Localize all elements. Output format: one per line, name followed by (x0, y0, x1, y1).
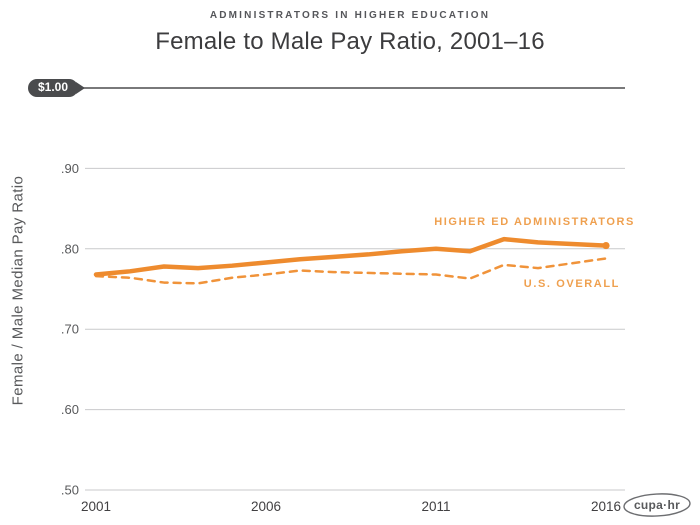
line-end-cap (602, 241, 610, 250)
y-tick-label: .90 (61, 161, 79, 176)
x-tick-label: 2016 (591, 499, 621, 514)
y-tick-label: .60 (61, 402, 79, 417)
series-label-higher-ed-administrators: HIGHER ED ADMINISTRATORS (434, 216, 635, 228)
eyebrow-title: ADMINISTRATORS IN HIGHER EDUCATION (209, 10, 491, 21)
logo-text: cupa·hr (634, 498, 680, 512)
series-label-us-overall: U.S. OVERALL (523, 278, 620, 290)
logo-swoosh-ellipse (623, 493, 691, 517)
page-title: Female to Male Pay Ratio, 2001–16 (155, 28, 545, 55)
x-tick-label: 2006 (251, 499, 281, 514)
us-overall-line (94, 257, 608, 285)
dollar-reference-badge: $1.00 (28, 79, 79, 97)
y-tick-label: .70 (61, 322, 79, 337)
x-tick-label: 2001 (81, 499, 111, 514)
higher-ed-administrators-line (93, 236, 609, 277)
x-tick-label: 2011 (421, 499, 450, 514)
y-tick-label: .50 (61, 483, 79, 498)
y-tick-label: .80 (61, 241, 79, 256)
cupa-hr-logo: cupa·hr (623, 493, 691, 517)
